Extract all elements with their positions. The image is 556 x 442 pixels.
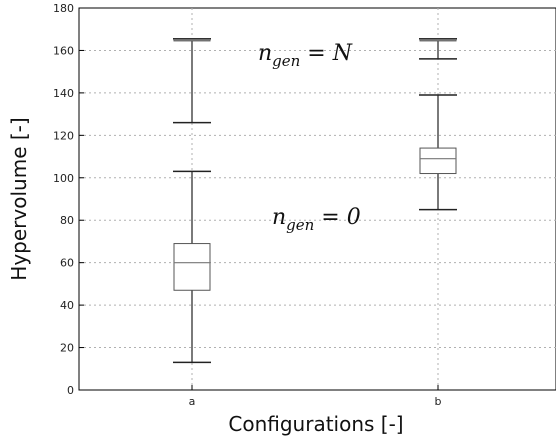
box-a xyxy=(173,170,211,364)
box-iqr xyxy=(419,147,457,175)
y-tick-label: 120 xyxy=(53,129,74,142)
y-tick-label: 40 xyxy=(60,299,74,312)
y-tick-label: 100 xyxy=(53,172,74,185)
box-series xyxy=(173,38,457,364)
x-axis-title: Configurations [-] xyxy=(228,412,403,436)
x-tick-label: a xyxy=(189,395,196,408)
box-a xyxy=(173,38,211,124)
y-axis-ticks: 0 20 40 60 80 100 120 140 160 180 xyxy=(53,2,84,397)
annotation-ngen-N: ngen = N xyxy=(258,41,353,70)
y-tick-label: 160 xyxy=(53,44,74,57)
y-tick-label: 60 xyxy=(60,257,74,270)
y-tick-label: 140 xyxy=(53,87,74,100)
x-tick-label: b xyxy=(435,395,442,408)
y-tick-label: 80 xyxy=(60,214,74,227)
y-tick-label: 0 xyxy=(67,384,74,397)
plot-frame xyxy=(78,7,556,391)
box-b xyxy=(419,38,457,60)
box-iqr xyxy=(173,243,211,291)
annotation-ngen-0: ngen = 0 xyxy=(272,205,361,234)
y-tick-label: 20 xyxy=(60,342,74,355)
y-tick-label: 180 xyxy=(53,2,74,15)
y-axis-title: Hypervolume [-] xyxy=(7,117,31,280)
box-b xyxy=(419,94,457,211)
